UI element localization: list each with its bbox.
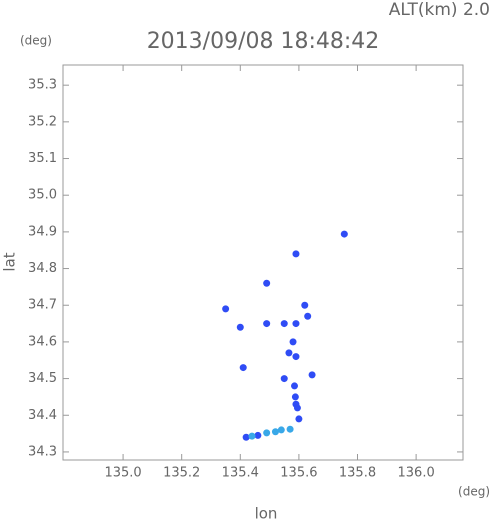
x-tick-label: 135.8	[339, 466, 376, 481]
echo-point	[304, 312, 312, 320]
x-unit: (deg)	[458, 485, 490, 499]
echo-point	[340, 230, 348, 238]
y-tick-label: 34.3	[28, 444, 57, 459]
x-label: lon	[255, 505, 278, 522]
echo-point	[291, 393, 299, 401]
y-unit: (deg)	[20, 34, 52, 48]
y-tick-label: 35.2	[28, 114, 57, 129]
echo-point	[263, 429, 271, 437]
y-tick-label: 34.5	[28, 371, 57, 386]
echo-point	[280, 320, 288, 328]
y-label: lat	[1, 252, 19, 271]
y-tick-label: 34.4	[28, 408, 57, 423]
echo-point	[291, 382, 299, 390]
echo-point	[271, 428, 279, 436]
y-tick-label: 35.3	[28, 78, 57, 93]
echo-point	[239, 364, 247, 372]
y-tick-label: 34.8	[28, 261, 57, 276]
echo-point	[277, 426, 285, 434]
x-tick-label: 135.2	[163, 466, 200, 481]
y-tick-label: 35.1	[28, 151, 57, 166]
echo-point	[293, 404, 301, 412]
y-tick-label: 34.9	[28, 224, 57, 239]
echo-point	[280, 375, 288, 383]
x-tick-label: 135.0	[104, 466, 141, 481]
echo-point	[289, 338, 297, 346]
echo-point	[248, 432, 256, 440]
echo-point	[254, 431, 262, 439]
chart-title: 2013/09/08 18:48:42	[147, 29, 380, 54]
echo-point	[295, 415, 303, 423]
echo-point	[263, 279, 271, 287]
echo-point	[242, 433, 250, 441]
y-tick-label: 35.0	[28, 188, 57, 203]
echo-point	[285, 349, 293, 357]
y-tick-label: 34.6	[28, 334, 57, 349]
plot-frame	[62, 64, 464, 461]
echo-point	[292, 320, 300, 328]
echo-point	[308, 371, 316, 379]
x-tick-label: 135.4	[222, 466, 259, 481]
echo-point	[222, 305, 230, 313]
y-tick-label: 34.7	[28, 298, 57, 313]
echo-point	[263, 320, 271, 328]
echo-point	[301, 301, 309, 309]
echo-point	[292, 353, 300, 361]
echo-point	[292, 250, 300, 258]
x-tick-label: 135.6	[280, 466, 317, 481]
echo-point	[236, 323, 244, 331]
x-tick-label: 136.0	[398, 466, 435, 481]
altitude: ALT(km) 2.0	[389, 0, 490, 20]
echo-point	[286, 425, 294, 433]
